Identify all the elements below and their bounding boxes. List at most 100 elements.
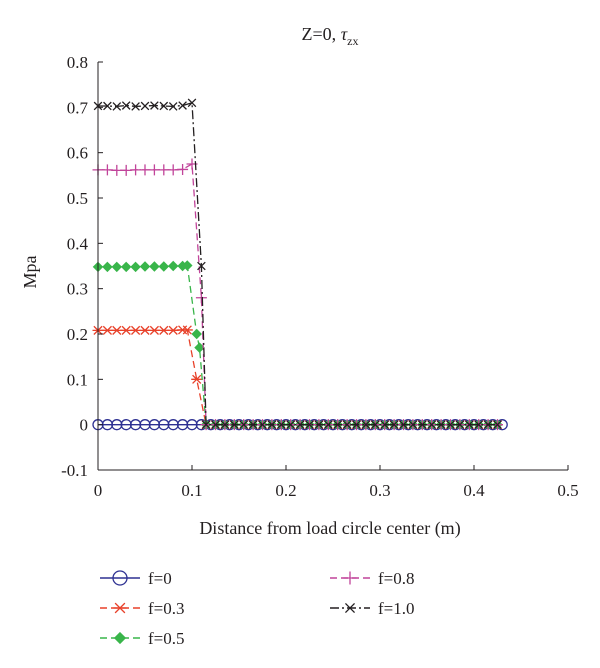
series-line [98, 264, 498, 426]
chart-title-text: Z=0, [302, 24, 341, 44]
series-f=0.5 [92, 260, 503, 430]
data-point [436, 420, 446, 429]
data-point [455, 420, 465, 429]
data-point [178, 101, 187, 110]
plot-area [92, 98, 508, 431]
y-tick-label: 0.7 [67, 98, 89, 117]
legend-item: f=0 [100, 569, 172, 588]
data-point [229, 420, 239, 429]
data-point [211, 420, 220, 429]
data-point [333, 420, 343, 429]
data-point [258, 420, 267, 429]
legend-marker [343, 571, 357, 585]
series-f=1.0 [93, 98, 502, 429]
x-tick-label: 0.1 [181, 481, 202, 500]
data-point [120, 325, 132, 335]
x-tick-label: 0.2 [275, 481, 296, 500]
data-point [130, 261, 141, 273]
data-point [248, 420, 258, 429]
data-point [295, 420, 305, 429]
series-f=0.3 [92, 325, 503, 430]
data-point [140, 101, 150, 111]
data-point [464, 420, 474, 429]
legend-item: f=0.3 [100, 599, 185, 618]
chart-title-tau: τ [341, 24, 348, 44]
series-line [98, 329, 498, 426]
y-tick-label: 0 [80, 416, 89, 435]
data-point [177, 163, 189, 175]
series-line [98, 162, 498, 426]
data-point [101, 325, 113, 335]
data-point [342, 420, 352, 429]
data-point [187, 98, 197, 108]
y-tick-label: 0.3 [67, 280, 88, 299]
x-axis-label: Distance from load circle center (m) [199, 518, 460, 539]
data-point [267, 420, 277, 429]
y-tick-label: 0.1 [67, 370, 88, 389]
y-tick-label: 0.2 [67, 325, 88, 344]
legend-label: f=0.5 [148, 629, 185, 648]
data-point [220, 420, 230, 429]
data-point [408, 420, 418, 429]
data-point [103, 101, 112, 111]
data-point [101, 164, 113, 176]
legend-marker [113, 631, 127, 645]
data-point [149, 261, 160, 272]
data-point [120, 164, 132, 176]
legend-label: f=1.0 [378, 599, 415, 618]
data-point [111, 325, 123, 335]
data-point [370, 420, 380, 429]
data-point [427, 420, 437, 429]
data-point [148, 164, 160, 176]
chart-title-subscript: zx [347, 34, 358, 48]
legend-item: f=0.5 [100, 629, 185, 648]
legend: f=0 f=0.3 f=0.5 f=0.8 f=1.0 [100, 569, 415, 648]
data-point [102, 261, 113, 273]
data-point [158, 325, 170, 335]
data-point [168, 102, 178, 111]
axes: -0.1 0 0.1 0.2 0.3 0.4 0.5 0.6 0.7 0.8 0 0.1 0.2 0.3 0… [61, 53, 579, 500]
data-point [389, 420, 399, 429]
legend-item: f=1.0 [330, 599, 415, 618]
data-point [158, 261, 170, 272]
data-point [446, 420, 455, 429]
data-point [150, 101, 159, 110]
data-point [201, 420, 211, 429]
data-point [120, 261, 132, 273]
data-point [182, 260, 193, 271]
data-point [139, 164, 151, 176]
data-point [276, 420, 286, 429]
data-point [314, 420, 324, 429]
data-point [148, 325, 160, 335]
data-point [167, 164, 179, 176]
data-point [112, 102, 122, 111]
y-tick-label: 0.8 [67, 53, 88, 72]
data-point [191, 374, 203, 384]
legend-marker [344, 602, 356, 614]
legend-label: f=0 [148, 569, 172, 588]
data-point [380, 420, 390, 429]
legend-item: f=0.8 [330, 569, 415, 588]
data-point [417, 420, 427, 429]
legend-marker [112, 570, 128, 586]
data-point [159, 101, 169, 111]
x-tick-label: 0.4 [463, 481, 485, 500]
legend-label: f=0.8 [378, 569, 415, 588]
data-point [139, 325, 151, 335]
x-tick-label: 0 [94, 481, 103, 500]
chart-title: Z=0, τzx [302, 24, 359, 48]
data-point [352, 420, 361, 429]
y-tick-label: -0.1 [61, 461, 88, 480]
data-point [286, 420, 296, 429]
data-point [111, 261, 123, 273]
data-point [139, 261, 151, 272]
data-point [130, 164, 142, 176]
data-point [305, 420, 314, 429]
data-point [195, 292, 207, 304]
data-point [158, 164, 170, 176]
data-point [191, 328, 202, 340]
y-tick-label: 0.6 [67, 144, 88, 163]
legend-label: f=0.3 [148, 599, 185, 618]
data-point [167, 325, 179, 335]
data-point [181, 325, 193, 335]
